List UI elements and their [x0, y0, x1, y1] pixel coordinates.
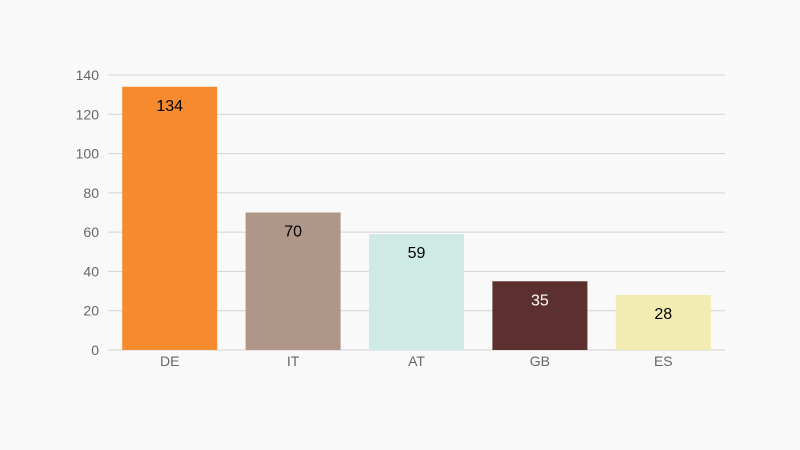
x-tick-label-es: ES: [654, 353, 673, 369]
x-tick-label-gb: GB: [530, 353, 550, 369]
bar-de[interactable]: [122, 86, 218, 351]
bars: [122, 86, 711, 351]
data-label-gb: 35: [531, 292, 549, 309]
y-tick-label: 120: [76, 106, 100, 122]
data-label-de: 134: [156, 98, 183, 115]
bar-at[interactable]: [369, 234, 464, 350]
data-label-es: 28: [654, 306, 672, 323]
y-tick-label: 140: [76, 67, 100, 83]
y-tick-label: 80: [83, 185, 99, 201]
x-tick-label-de: DE: [160, 353, 179, 369]
bar-it[interactable]: [245, 212, 341, 351]
y-tick-label: 40: [83, 263, 99, 279]
y-axis-ticks: 0 20 40 60 80 100 120 140: [76, 67, 100, 358]
y-tick-label: 100: [76, 146, 100, 162]
bar-gb[interactable]: [492, 281, 588, 350]
bar-es[interactable]: [615, 295, 711, 350]
x-tick-label-at: AT: [408, 353, 425, 369]
y-tick-label: 0: [91, 342, 99, 358]
data-label-at: 59: [408, 245, 426, 262]
x-axis-ticks: DE IT AT GB ES: [160, 353, 673, 369]
y-tick-label: 20: [83, 303, 99, 319]
data-label-it: 70: [284, 224, 302, 241]
x-tick-label-it: IT: [287, 353, 300, 369]
y-tick-label: 60: [83, 224, 99, 240]
data-labels: 134 70 59 35 28: [156, 98, 672, 323]
